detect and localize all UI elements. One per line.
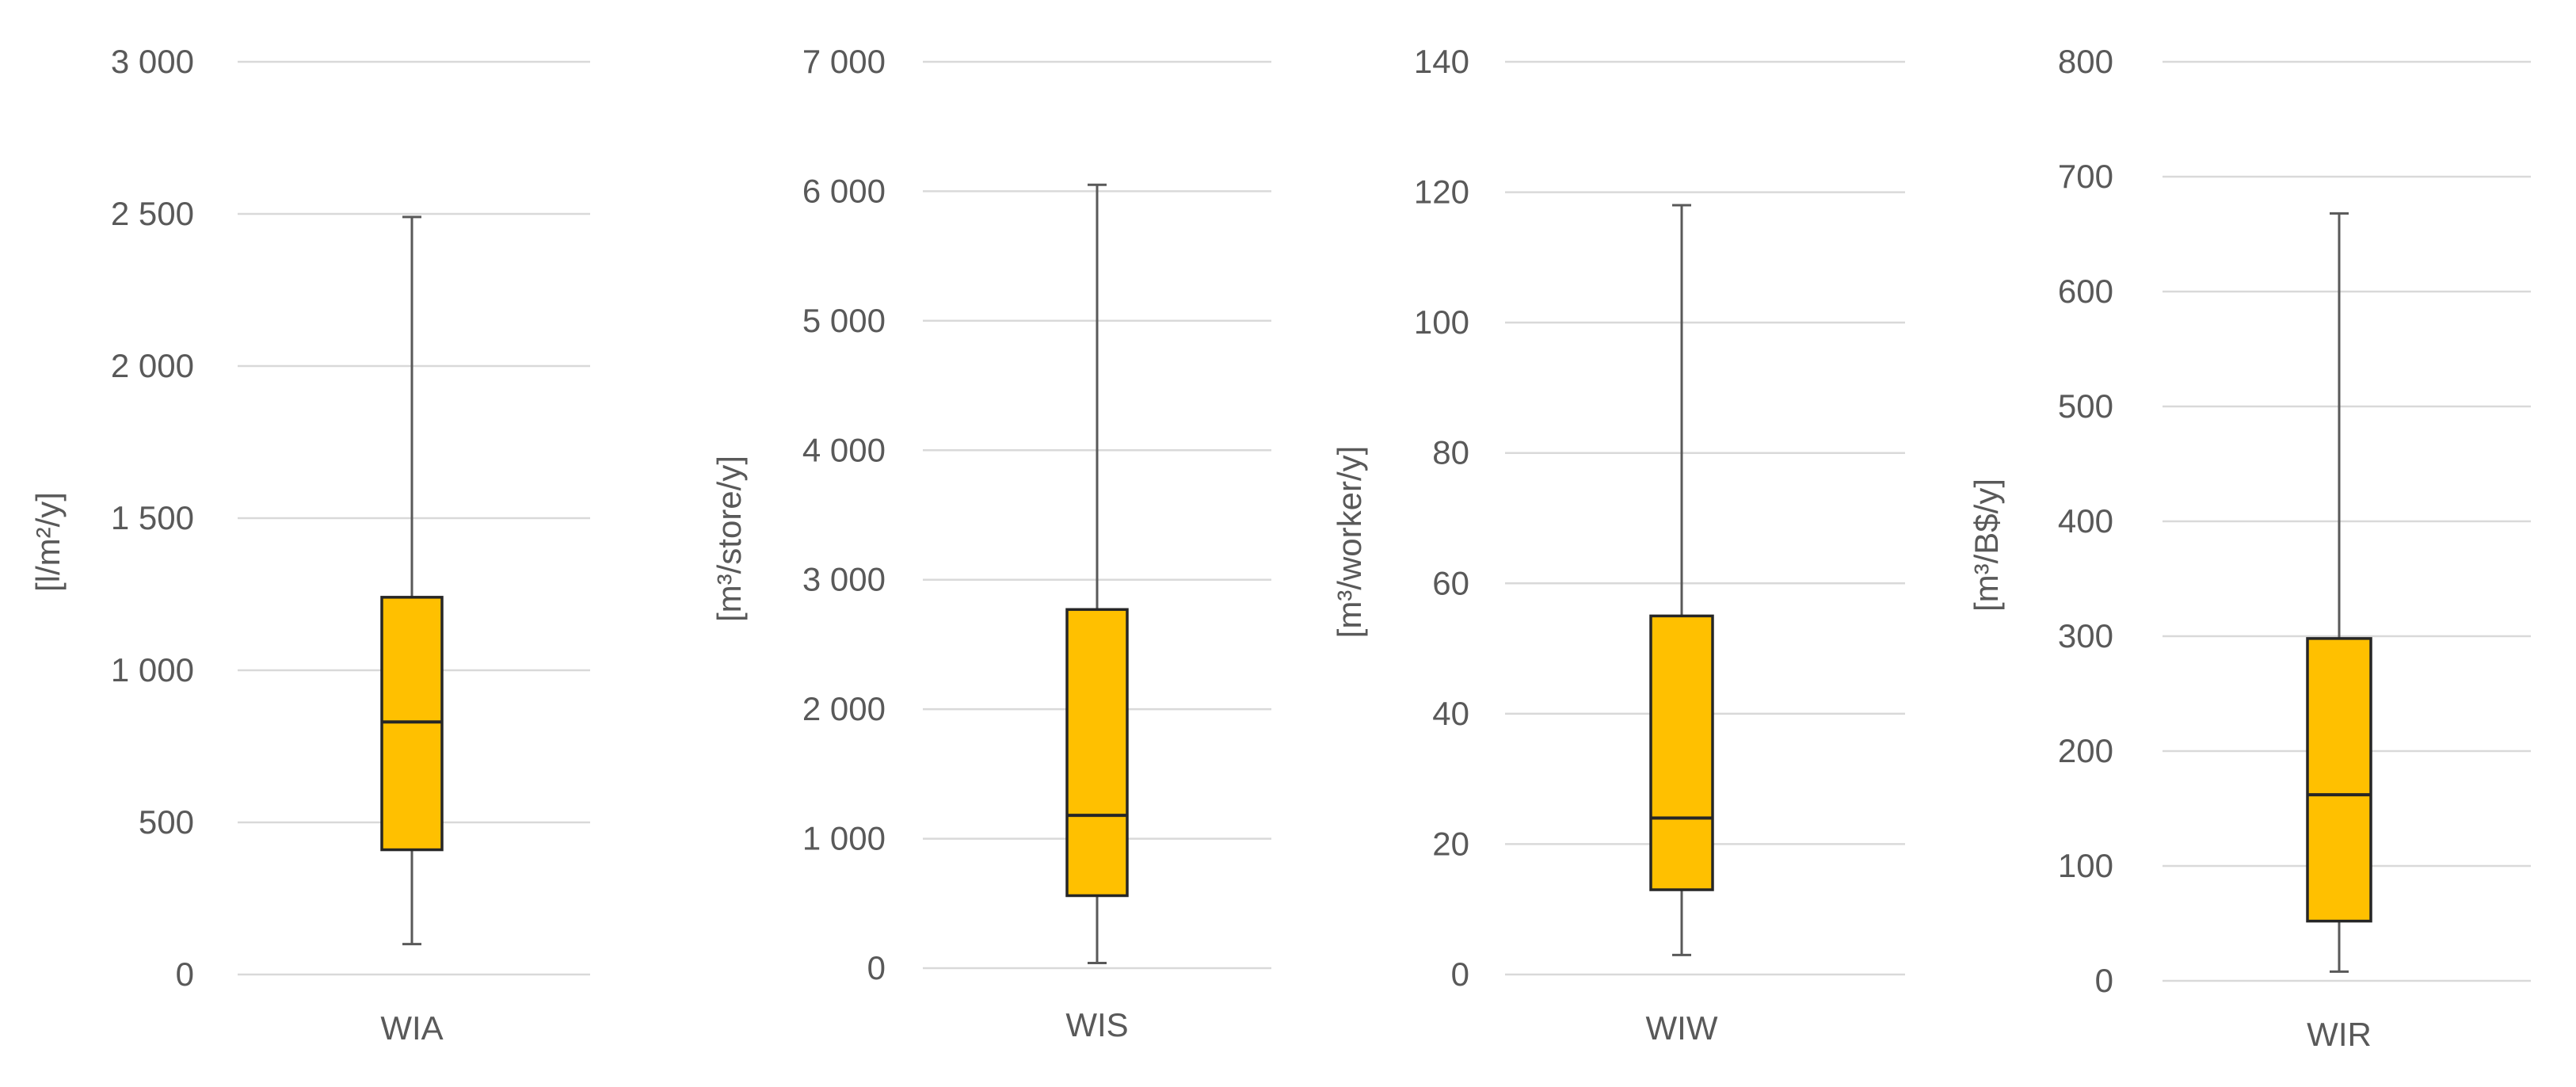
y-tick-label: 0 bbox=[176, 955, 194, 993]
y-tick-label: 0 bbox=[867, 949, 886, 986]
y-axis-label: [m³/worker/y] bbox=[1331, 446, 1368, 639]
y-tick-label: 4 000 bbox=[802, 431, 886, 468]
y-tick-label: 0 bbox=[1451, 955, 1469, 993]
panel-wir: 0 100 200 300 400 500 600 700 800 [m³/B$/y] WIR bbox=[1968, 43, 2531, 1053]
x-category-label: WIS bbox=[1065, 1006, 1128, 1043]
y-tick-label: 300 bbox=[2058, 617, 2113, 654]
y-axis-label: [l/m²/y] bbox=[29, 492, 67, 592]
y-tick-label: 700 bbox=[2058, 158, 2113, 195]
iqr-box bbox=[1649, 614, 1714, 891]
y-tick-label: 3 000 bbox=[111, 43, 194, 80]
y-tick-label: 400 bbox=[2058, 502, 2113, 540]
y-tick-label: 1 000 bbox=[111, 651, 194, 688]
panel-wiw: 0 20 40 60 80 100 120 140 [m³/worker/y] WIW bbox=[1331, 43, 1905, 1047]
y-tick-label: 60 bbox=[1432, 564, 1469, 601]
y-tick-label: 2 000 bbox=[802, 690, 886, 727]
panel-wis: 0 1 000 2 000 3 000 4 000 5 000 6 000 7 000 [m³/… bbox=[711, 43, 1271, 1043]
y-tick-label: 100 bbox=[1414, 303, 1469, 341]
y-tick-label: 100 bbox=[2058, 847, 2113, 884]
y-tick-label: 2 500 bbox=[111, 195, 194, 232]
y-tick-label: 200 bbox=[2058, 732, 2113, 769]
y-tick-label: 1 000 bbox=[802, 820, 886, 857]
y-tick-label: 7 000 bbox=[802, 43, 886, 80]
x-category-label: WIR bbox=[2307, 1016, 2372, 1053]
y-tick-label: 3 000 bbox=[802, 561, 886, 598]
y-axis-label: [m³/B$/y] bbox=[1968, 479, 2005, 612]
y-tick-label: 0 bbox=[2095, 962, 2113, 999]
iqr-box bbox=[2306, 637, 2372, 923]
y-tick-label: 500 bbox=[139, 803, 194, 841]
y-tick-label: 140 bbox=[1414, 43, 1469, 80]
y-tick-label: 20 bbox=[1432, 825, 1469, 862]
panel-wia: 0 500 1 000 1 500 2 000 2 500 3 000 [l/m²/y] WIA bbox=[29, 43, 590, 1047]
y-tick-label: 5 000 bbox=[802, 302, 886, 339]
y-tick-label: 800 bbox=[2058, 43, 2113, 80]
y-axis-label: [m³/store/y] bbox=[711, 456, 748, 622]
y-tick-label: 6 000 bbox=[802, 172, 886, 209]
x-category-label: WIA bbox=[380, 1009, 443, 1047]
y-tick-label: 120 bbox=[1414, 174, 1469, 211]
y-tick-label: 500 bbox=[2058, 387, 2113, 425]
y-tick-label: 1 500 bbox=[111, 499, 194, 536]
y-tick-label: 2 000 bbox=[111, 347, 194, 384]
y-tick-label: 600 bbox=[2058, 273, 2113, 310]
y-tick-label: 40 bbox=[1432, 695, 1469, 732]
y-tick-label: 80 bbox=[1432, 434, 1469, 471]
x-category-label: WIW bbox=[1646, 1009, 1718, 1047]
iqr-box bbox=[1065, 608, 1129, 898]
